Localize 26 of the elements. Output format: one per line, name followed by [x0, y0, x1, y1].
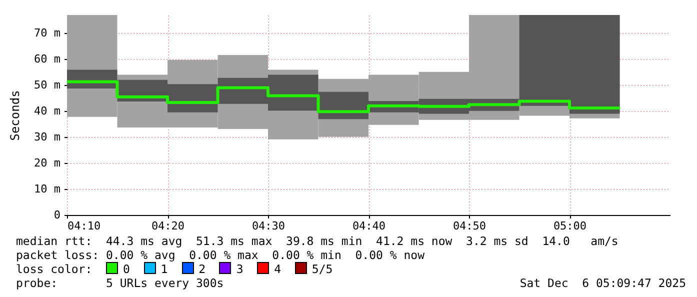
x-tick-label: 05:00 [553, 220, 587, 232]
y-tick-label: 0 [54, 208, 60, 222]
y-tick-label: 40 m [34, 104, 61, 118]
x-tick-label: 04:10 [68, 220, 101, 232]
x-tick-label: 04:30 [252, 220, 286, 232]
y-tick-label: 20 m [34, 156, 61, 170]
text: Sat Dec 6 05:09:47 2025 [520, 276, 686, 290]
text: 4 [274, 262, 282, 276]
y-tick-label: 70 m [34, 26, 61, 40]
text: packet loss: 0.00 % avg 0.00 % max 0.00 % min 0.00 % now [16, 248, 426, 262]
text: 1 [160, 262, 168, 276]
x-tick-label: 04:40 [352, 220, 386, 232]
text: median rtt: 44.3 ms avg 51.3 ms max 39.8 ms min 41.2 ms now 3.2 ms sd 14.0 am/s [16, 234, 620, 248]
text: loss color: [16, 262, 92, 276]
text: 5/5 [312, 262, 333, 276]
x-tick-label: 04:20 [151, 220, 185, 232]
text: 3 [236, 262, 244, 276]
y-tick-label: 30 m [34, 130, 61, 144]
y-tick-label: 60 m [34, 52, 61, 66]
text: 0 [123, 262, 130, 276]
y-tick-label: 50 m [34, 78, 61, 92]
text: 2 [198, 262, 206, 276]
y-axis-title: Seconds [8, 90, 22, 141]
x-tick-label: 04:50 [452, 220, 486, 232]
y-tick-label: 10 m [34, 182, 61, 196]
text: probe: 5 URLs every 300s [16, 276, 224, 290]
